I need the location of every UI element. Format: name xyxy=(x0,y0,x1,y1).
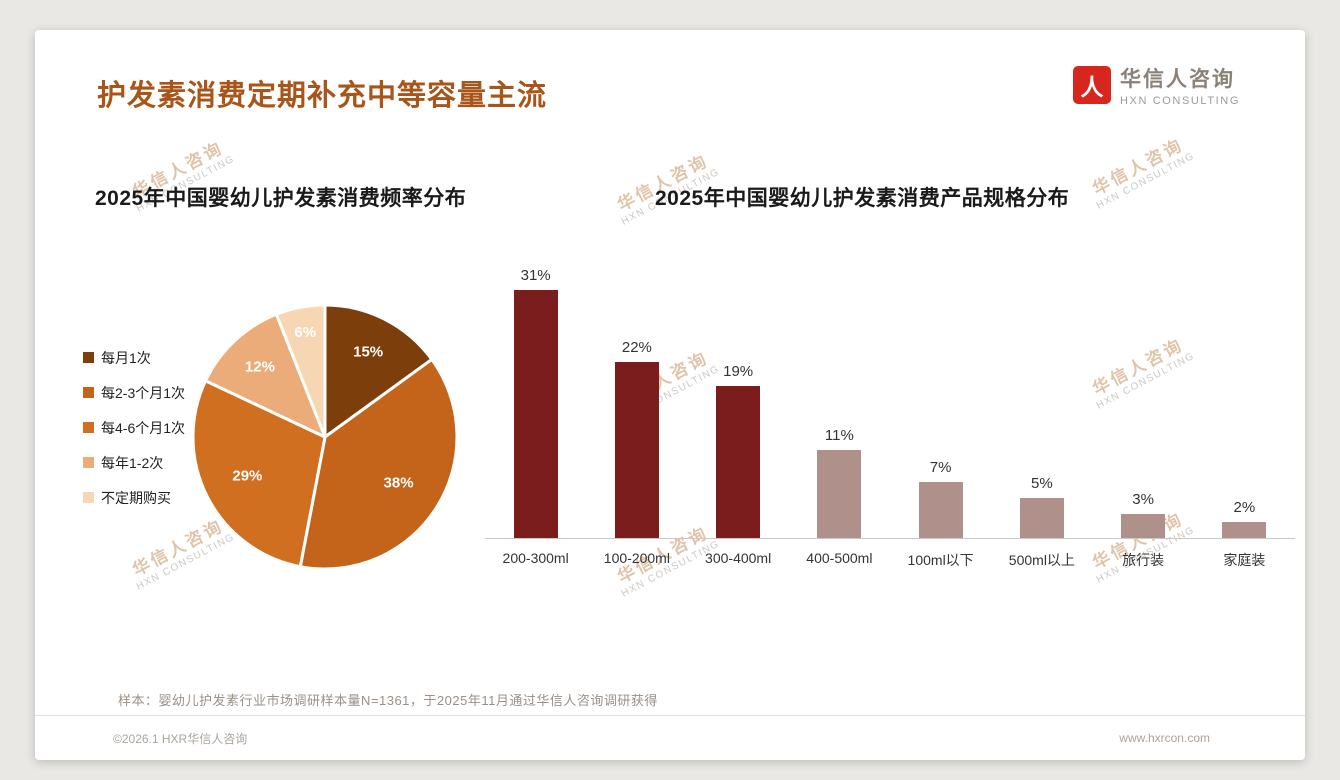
bar-value-label: 31% xyxy=(520,267,551,284)
pie-slice xyxy=(274,303,327,439)
legend-item: 每月1次 xyxy=(83,340,185,375)
bar xyxy=(1222,522,1267,538)
bar-category-label: 200-300ml xyxy=(502,550,569,566)
bar-category-label: 100-200ml xyxy=(603,550,670,566)
logo-text: 华信人咨询 HXN CONSULTING xyxy=(1120,63,1240,107)
bar-column: 7% xyxy=(890,258,991,538)
website-url: www.hxrcon.com xyxy=(1119,731,1210,745)
pie-slice xyxy=(298,357,459,571)
bar-column: 2% xyxy=(1194,258,1295,538)
legend-label: 不定期购买 xyxy=(101,489,171,506)
footer: ©2026.1 HXR华信人咨询 www.hxrcon.com xyxy=(35,715,1305,760)
legend-item: 不定期购买 xyxy=(83,480,185,515)
bar-column: 5% xyxy=(991,258,1092,538)
bar xyxy=(1019,498,1064,538)
bar-plot-area: 31% 22% 19% 11% 7% 5% 3% 2% xyxy=(485,258,1295,539)
bar-value-label: 7% xyxy=(929,459,952,476)
pie-slice xyxy=(191,379,327,569)
bar xyxy=(918,482,963,538)
legend-item: 每2-3个月1次 xyxy=(83,375,185,410)
bar-value-label: 19% xyxy=(723,363,754,380)
bar-column: 3% xyxy=(1093,258,1194,538)
bar-value-label: 11% xyxy=(824,427,854,444)
pie-slice-label: 29% xyxy=(232,468,262,485)
bar-category-label: 100ml以下 xyxy=(907,552,974,568)
pie-chart: 15% 38% 29% 12% 6% xyxy=(191,303,459,571)
copyright-text: ©2026.1 HXR华信人咨询 xyxy=(113,731,248,746)
pie-slice-label: 12% xyxy=(245,359,275,376)
legend-swatch xyxy=(83,387,94,398)
bar xyxy=(716,386,761,538)
legend-swatch xyxy=(83,492,94,503)
bar-column: 22% xyxy=(586,258,687,538)
pie-slice-label: 38% xyxy=(384,475,414,492)
bar-value-label: 22% xyxy=(621,339,652,356)
bar-column: 19% xyxy=(688,258,789,538)
legend-item: 每年1-2次 xyxy=(83,445,185,480)
bar-column: 31% xyxy=(485,258,586,538)
bar-category-label: 300-400ml xyxy=(705,550,772,566)
pie-slice xyxy=(204,312,327,439)
page-title: 护发素消费定期补充中等容量主流 xyxy=(97,80,548,112)
legend-swatch xyxy=(83,352,94,363)
pie-slice-label: 15% xyxy=(353,343,383,360)
bar-category-label: 家庭装 xyxy=(1223,552,1266,568)
bar-category-label: 400-500ml xyxy=(806,550,873,566)
slide-content: 护发素消费定期补充中等容量主流 人 华信人咨询 HXN CONSULTING 2… xyxy=(35,30,1305,760)
legend-swatch xyxy=(83,422,94,433)
hxn-red-mark-icon: 人 xyxy=(1073,66,1112,104)
legend-item: 每4-6个月1次 xyxy=(83,410,185,445)
pie-slice-label: 6% xyxy=(294,324,316,341)
bar xyxy=(614,362,659,538)
bar-category-label: 旅行装 xyxy=(1122,552,1165,568)
bar-chart: 31% 22% 19% 11% 7% 5% 3% 2% 200-300ml 100-200ml 3… xyxy=(485,258,1295,570)
bar-value-label: 3% xyxy=(1132,491,1154,508)
logo-subtitle: HXN CONSULTING xyxy=(1120,95,1240,107)
logo-name: 华信人咨询 xyxy=(1120,68,1236,91)
bar-category-axis: 200-300ml 100-200ml 300-400ml 400-500ml 100m… xyxy=(485,539,1295,570)
slide: 华信人咨询 HXN CONSULTING 华信人咨询 HXN CONSULTING 华信… xyxy=(35,30,1305,760)
legend-label: 每4-6个月1次 xyxy=(101,419,186,436)
bar-value-label: 5% xyxy=(1031,475,1053,492)
bar-value-label: 2% xyxy=(1233,499,1256,516)
bar-column: 11% xyxy=(789,258,890,538)
sample-note: 样本：婴幼儿护发素行业市场调研样本量N=1361，于2025年11月通过华信人咨… xyxy=(118,693,658,708)
bar xyxy=(1121,514,1166,538)
bar-category-label: 500ml以上 xyxy=(1008,552,1075,568)
logo: 人 华信人咨询 HXN CONSULTING xyxy=(1073,63,1240,107)
legend-swatch xyxy=(83,457,94,468)
pie-chart-title: 2025年中国婴幼儿护发素消费频率分布 xyxy=(95,187,467,210)
bar xyxy=(513,290,558,538)
bar xyxy=(817,450,862,538)
pie-slice xyxy=(323,303,434,439)
bar-chart-title: 2025年中国婴幼儿护发素消费产品规格分布 xyxy=(655,187,1070,210)
legend-label: 每年1-2次 xyxy=(101,454,164,471)
pie-legend: 每月1次每2-3个月1次 每4-6个月1次 每年1-2次 不定期购买 xyxy=(83,340,185,515)
legend-label: 每2-3个月1次 xyxy=(101,384,186,401)
legend-label: 每月1次 xyxy=(101,349,151,366)
